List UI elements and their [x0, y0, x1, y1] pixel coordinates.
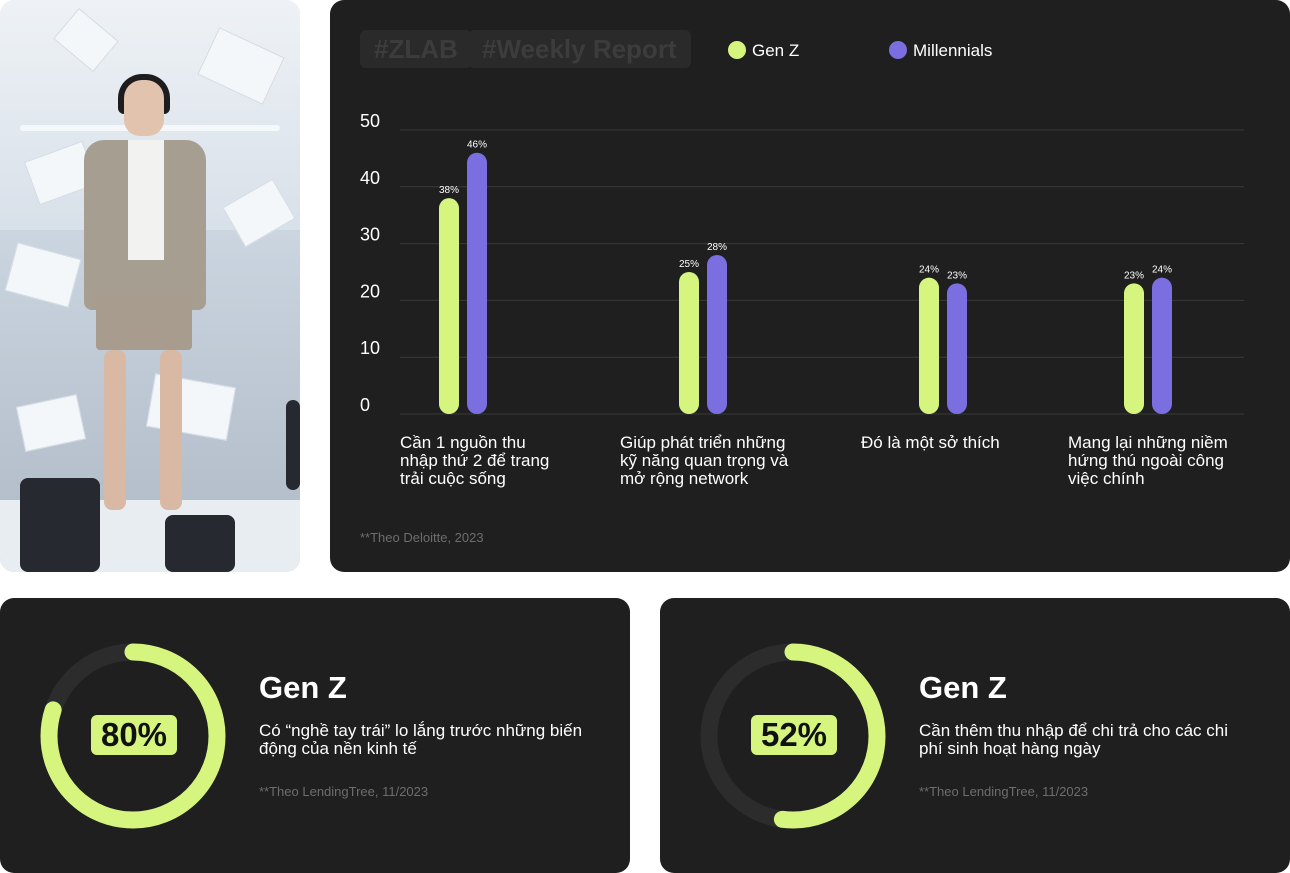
y-tick-label: 10: [360, 338, 380, 358]
data-label: 23%: [1124, 270, 1144, 281]
office-photo: [0, 0, 300, 572]
bar-genz: [679, 272, 699, 414]
x-category-label: Cần 1 nguồn thu: [400, 433, 526, 452]
stat-card-2: 52% Gen Z Cần thêm thu nhập để chi trả c…: [660, 598, 1290, 873]
data-label: 24%: [919, 265, 939, 276]
stat-value: 52%: [751, 715, 837, 755]
flying-paper: [15, 394, 87, 452]
progress-ring: [40, 643, 226, 829]
ring-fill: [700, 643, 886, 829]
y-tick-label: 20: [360, 281, 380, 301]
flying-paper: [4, 242, 82, 308]
stat-source: **Theo LendingTree, 11/2023: [919, 784, 1089, 799]
legend-genz: Gen Z: [728, 40, 799, 62]
chart-card: #ZLAB #Weekly Report Gen Z Millennials 5…: [330, 0, 1290, 572]
bar-genz: [919, 277, 939, 414]
x-category-label: kỹ năng quan trọng và: [620, 451, 789, 470]
data-label: 38%: [439, 185, 459, 196]
legend-millennials-swatch: [889, 41, 907, 60]
stat-title: Gen Z: [259, 670, 347, 705]
data-label: 25%: [679, 259, 699, 270]
bar-genz: [1124, 283, 1144, 414]
x-category-label: nhập thứ 2 để trang: [400, 451, 549, 470]
monitor: [286, 400, 300, 490]
data-label: 46%: [467, 140, 487, 151]
person-leg: [104, 350, 126, 510]
x-category-label: việc chính: [1068, 469, 1145, 488]
bar-millennials: [467, 152, 487, 414]
bar-millennials: [707, 254, 727, 414]
chart-source: **Theo Deloitte, 2023: [360, 530, 484, 545]
y-tick-label: 50: [360, 111, 380, 131]
y-tick-label: 40: [360, 168, 380, 188]
data-label: 24%: [1152, 265, 1172, 276]
stat-source: **Theo LendingTree, 11/2023: [259, 784, 429, 799]
bar-genz: [439, 198, 459, 414]
legend-genz-label: Gen Z: [752, 41, 800, 60]
data-label: 23%: [947, 270, 967, 281]
person-shirt: [128, 140, 164, 260]
tag-weekly-report: #Weekly Report: [468, 30, 691, 68]
person-face: [124, 80, 164, 136]
bar-millennials: [1152, 277, 1172, 414]
stat-description: Cần thêm thu nhập để chi trả cho các chi…: [919, 721, 1229, 758]
stat-card-1: 80% Gen Z Có “nghề tay trái” lo lắng trư…: [0, 598, 630, 873]
legend-genz-swatch: [728, 41, 746, 60]
person-skirt: [96, 296, 192, 350]
stat-value: 80%: [91, 715, 177, 755]
office-chair: [165, 515, 235, 572]
data-label: 28%: [707, 242, 727, 253]
stat-title: Gen Z: [919, 670, 1007, 705]
x-category-label: mở rộng network: [620, 469, 749, 488]
ring-fill: [40, 643, 226, 829]
x-category-label: Đó là một sở thích: [861, 433, 1000, 452]
y-tick-label: 30: [360, 225, 380, 245]
person-leg: [160, 350, 182, 510]
x-category-label: Giúp phát triển những: [620, 433, 785, 452]
x-category-label: trải cuộc sống: [400, 469, 506, 488]
stat-description: Có “nghề tay trái” lo lắng trước những b…: [259, 721, 583, 758]
x-category-label: hứng thú ngoài công: [1068, 451, 1224, 470]
legend-millennials-label: Millennials: [913, 41, 993, 60]
tag-zlab: #ZLAB: [360, 30, 472, 68]
x-category-label: Mang lại những niềm: [1068, 433, 1228, 452]
office-chair: [20, 478, 100, 572]
progress-ring: [700, 643, 886, 829]
y-tick-label: 0: [360, 395, 370, 415]
bar-millennials: [947, 283, 967, 414]
legend-millennials: Millennials: [889, 40, 992, 62]
